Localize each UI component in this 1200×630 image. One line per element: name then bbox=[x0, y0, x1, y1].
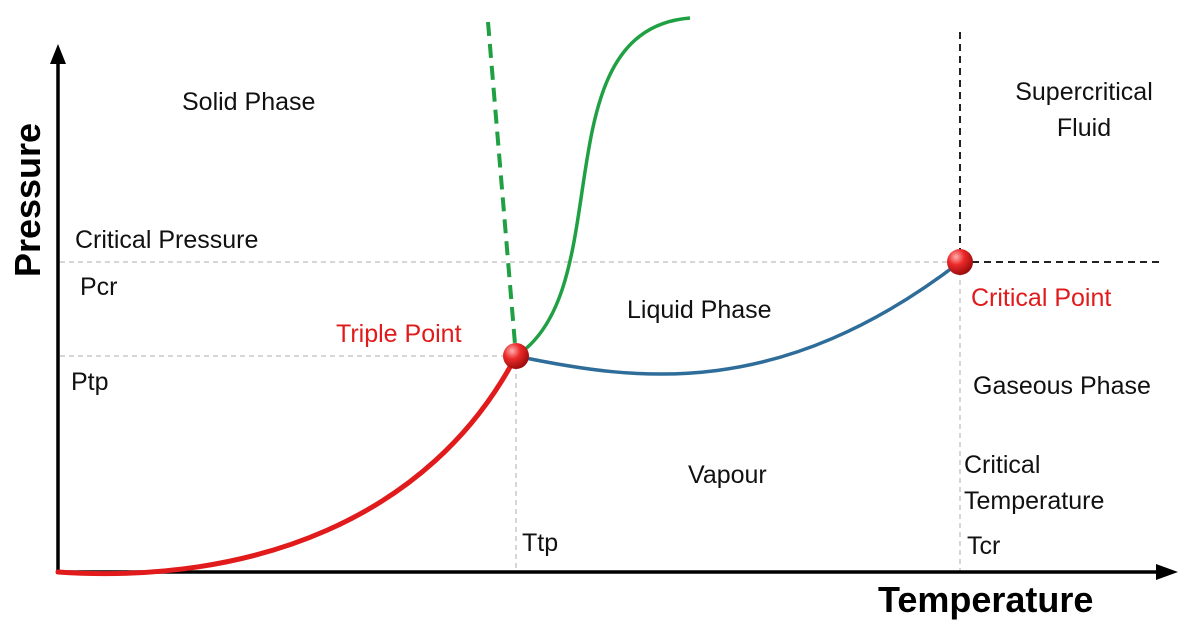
gaseous-phase-label: Gaseous Phase bbox=[973, 372, 1151, 400]
x-axis-arrowhead bbox=[1156, 564, 1178, 580]
vaporization-curve bbox=[515, 260, 962, 376]
supercritical-fluid-label: Supercritical Fluid bbox=[996, 74, 1172, 147]
ptp-label: Ptp bbox=[71, 368, 109, 396]
melting-curve-anomalous-dashed bbox=[486, 21, 518, 357]
critical-pressure-label: Critical Pressure bbox=[75, 226, 259, 254]
ttp-label: Ttp bbox=[522, 529, 559, 557]
supercritical-line-2: Fluid bbox=[1056, 114, 1112, 143]
melting-curve-normal bbox=[515, 16, 691, 358]
critical-temperature-line-1: Critical bbox=[964, 451, 1041, 479]
y-axis-arrowhead bbox=[50, 44, 66, 64]
sublimation-curve bbox=[55, 353, 519, 577]
critical-temperature-line-2: Temperature bbox=[964, 487, 1105, 516]
triple-point-marker bbox=[503, 343, 529, 369]
pcr-label: Pcr bbox=[80, 273, 118, 301]
liquid-phase-label: Liquid Phase bbox=[627, 296, 772, 324]
tcr-label: Tcr bbox=[967, 532, 1001, 560]
critical-temperature-label: Critical Temperature bbox=[964, 447, 1104, 520]
triple-point-label: Triple Point bbox=[336, 320, 462, 348]
y-axis-title: Pressure bbox=[7, 122, 48, 278]
x-axis-title: Temperature bbox=[878, 579, 1094, 620]
critical-point-label: Critical Point bbox=[971, 284, 1112, 312]
solid-phase-label: Solid Phase bbox=[182, 88, 316, 116]
vapour-label: Vapour bbox=[688, 461, 767, 489]
critical-point-marker bbox=[947, 249, 973, 275]
supercritical-line-1: Supercritical bbox=[1015, 78, 1153, 106]
